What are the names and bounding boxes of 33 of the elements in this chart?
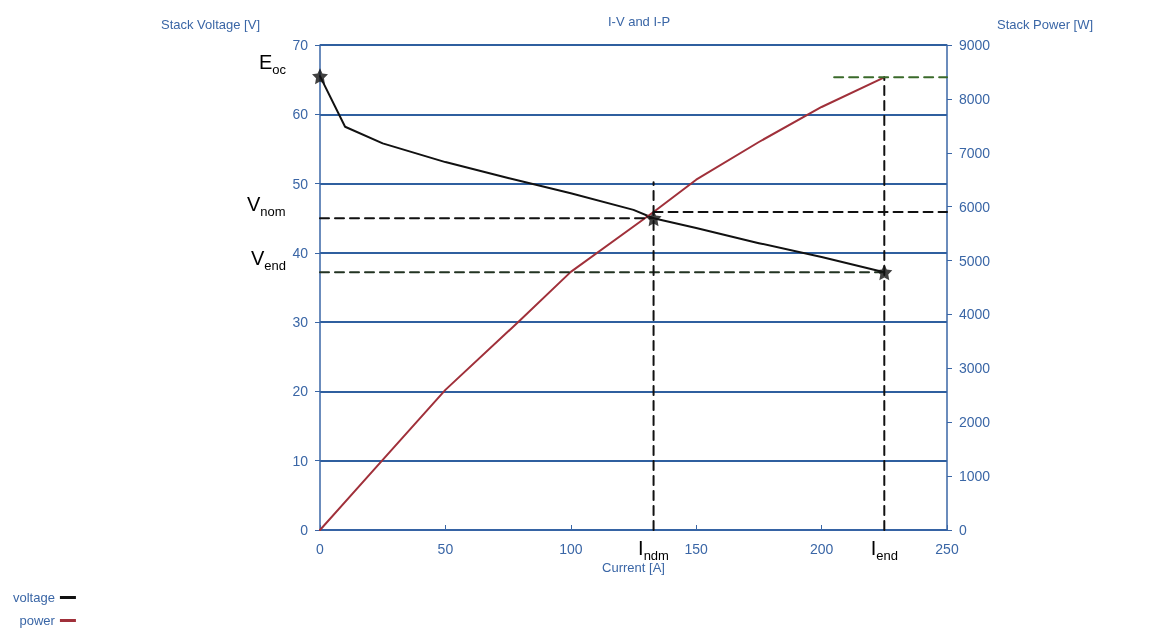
annotation: E$_{oc}$ <box>259 51 287 78</box>
y-tick-label: 20 <box>292 383 309 400</box>
y2-axis-title: Stack Power [W] <box>997 17 1094 32</box>
y2-tick-label: 8000 <box>959 90 991 107</box>
y-axis-title: Stack Voltage [V] <box>160 17 260 32</box>
x-tick-label: 200 <box>809 541 834 557</box>
y-tick-label: 30 <box>292 314 309 331</box>
annotation: I$_{end}$ <box>870 537 899 563</box>
y2-tick-label: 1000 <box>959 468 991 485</box>
y-tick-label: 50 <box>292 175 309 192</box>
y2-tick-label: 6000 <box>959 198 991 215</box>
legend-label: power <box>19 613 56 628</box>
y2-tick-label: 9000 <box>959 37 991 53</box>
y2-tick-label: 7000 <box>959 144 991 161</box>
annotation: V$_{end}$ <box>251 247 287 274</box>
x-tick-label: 100 <box>559 541 583 557</box>
annotation: V$_{nom}$ <box>247 193 286 220</box>
y2-tick-label: 2000 <box>959 414 991 431</box>
y-tick-label: 60 <box>292 106 309 123</box>
y-tick-label: 10 <box>292 452 309 469</box>
x-tick-label: 0 <box>316 541 325 557</box>
y2-tick-label: 4000 <box>959 306 991 323</box>
legend-label: voltage <box>13 590 55 605</box>
x-tick-label: 250 <box>935 541 959 557</box>
chart-title: I-V and I-P <box>607 14 671 29</box>
y-tick-label: 70 <box>292 37 309 53</box>
y-tick-label: 0 <box>300 522 309 538</box>
y2-tick-label: 5000 <box>959 252 991 269</box>
y2-tick-label: 3000 <box>959 360 991 377</box>
x-tick-label: 150 <box>684 541 709 557</box>
x-tick-label: 50 <box>437 541 454 557</box>
y2-tick-label: 0 <box>959 522 967 538</box>
y-tick-label: 40 <box>292 244 309 261</box>
